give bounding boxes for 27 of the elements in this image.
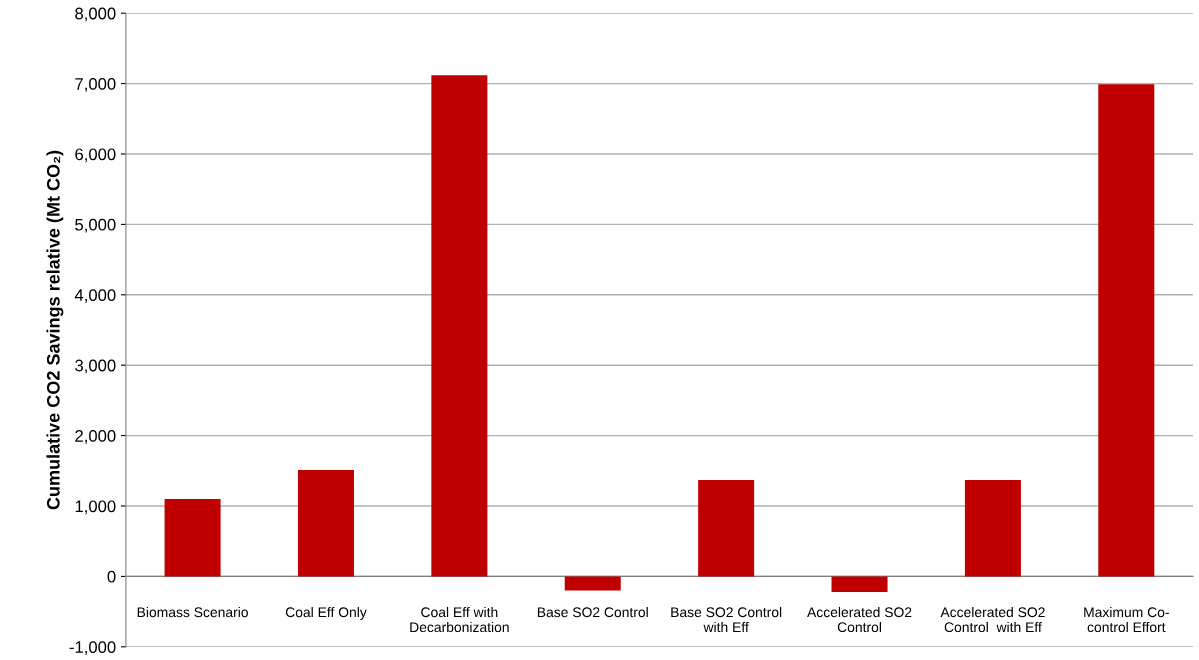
y-tick-label: 8,000 <box>75 7 116 22</box>
y-tick-label: 1,000 <box>75 500 116 515</box>
x-tick-label: Accelerated SO2 Control with Eff <box>940 606 1045 633</box>
x-tick-label: Accelerated SO2 Control <box>807 606 912 633</box>
x-tick-label: Coal Eff Only <box>285 606 367 620</box>
x-tick-label: Base SO2 Control with Eff <box>671 606 782 633</box>
y-tick-label: 3,000 <box>75 359 116 374</box>
y-axis-title: Cumulative CO2 Savings relative (Mt CO₂) <box>46 150 64 510</box>
x-tick-label: Biomass Scenario <box>137 606 248 618</box>
bar <box>1098 84 1155 577</box>
bar <box>698 479 755 577</box>
bar <box>831 576 888 592</box>
x-tick-label: Maximum Co- control Effort <box>1084 606 1169 633</box>
bar <box>164 498 221 577</box>
y-tick-label: -1,000 <box>69 641 116 655</box>
y-tick-label: 5,000 <box>75 218 116 233</box>
y-tick-label: 6,000 <box>75 148 116 163</box>
y-tick-label: 2,000 <box>75 430 116 444</box>
y-tick-label: 4,000 <box>74 289 116 303</box>
bar <box>297 470 354 577</box>
bar <box>431 75 488 577</box>
y-tick-label: 0 <box>107 570 116 583</box>
x-tick-label: Base SO2 Control <box>537 606 648 618</box>
x-tick-label: Coal Eff with Decarbonization <box>410 606 509 633</box>
y-tick-label: 7,000 <box>75 78 116 92</box>
bar <box>964 479 1021 577</box>
bar <box>564 576 621 591</box>
